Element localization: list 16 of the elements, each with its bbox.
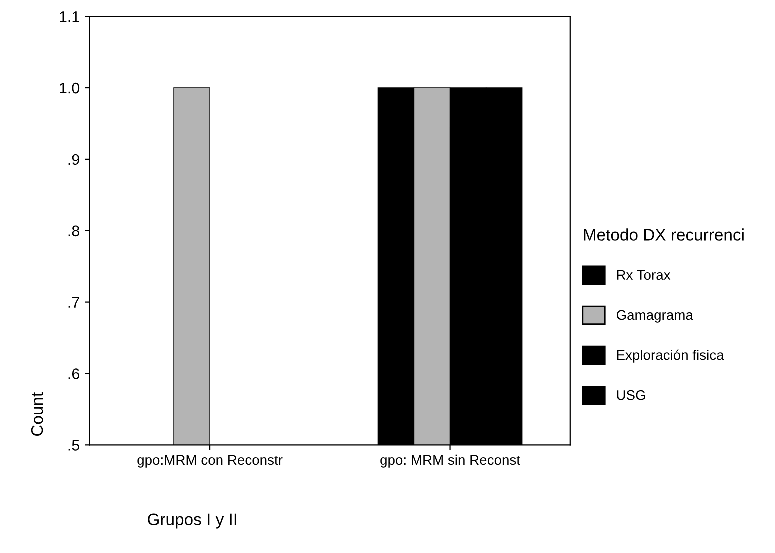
x-tick-label: gpo:MRM con Reconstr xyxy=(138,455,283,468)
legend-label: Exploración fisica xyxy=(617,350,724,363)
legend-label: Rx Torax xyxy=(617,270,671,280)
y-tick-label: .8 xyxy=(68,226,80,237)
y-tick-label: 1.1 xyxy=(60,12,80,22)
y-tick-label: .6 xyxy=(68,368,80,380)
legend-label: Gamagrama xyxy=(616,310,694,323)
y-tick-label: .7 xyxy=(68,297,80,308)
x-tick-label: gpo: MRM sin Reconst xyxy=(380,454,520,468)
y-tick-label: .5 xyxy=(68,440,80,451)
legend-title: Metodo DX recurrenci xyxy=(584,228,744,241)
y-tick-label: 1.0 xyxy=(60,82,80,94)
y-tick-label: .9 xyxy=(68,154,80,166)
y-axis-title: Count xyxy=(31,392,44,436)
legend-label: USG xyxy=(617,390,646,400)
x-axis-title: Grupos I y II xyxy=(148,514,236,529)
